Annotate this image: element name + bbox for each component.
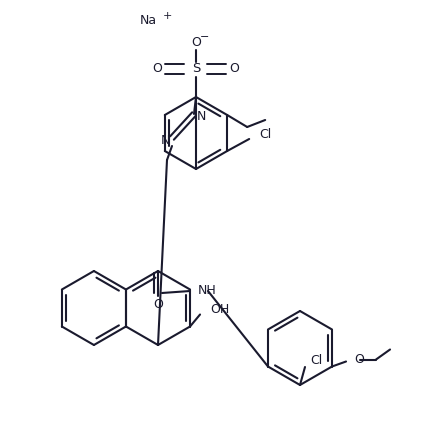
Text: −: − [200,32,210,42]
Text: +: + [162,11,172,21]
Text: OH: OH [210,303,229,316]
Text: N: N [160,135,170,148]
Text: O: O [354,353,364,366]
Text: Cl: Cl [259,129,271,142]
Text: N: N [196,110,206,123]
Text: NH: NH [198,284,217,297]
Text: O: O [153,297,163,310]
Text: Cl: Cl [310,353,322,366]
Text: O: O [191,36,201,48]
Text: O: O [229,62,239,75]
Text: Na: Na [139,13,157,26]
Text: O: O [152,62,162,75]
Text: S: S [192,62,200,75]
